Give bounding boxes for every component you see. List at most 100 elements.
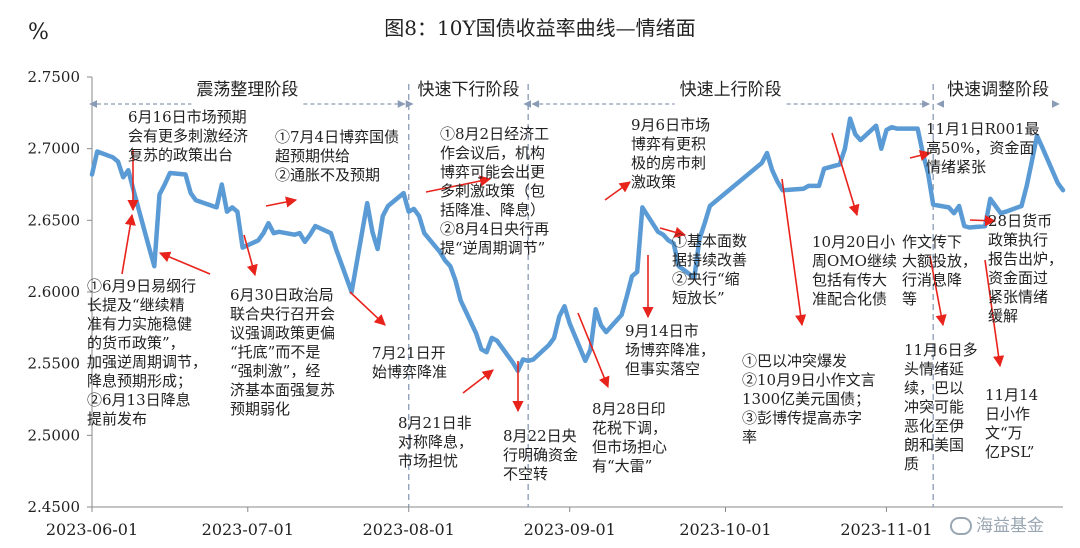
annotation-a13: 9月14日市 场博弈降准， 但事实落空 [625,322,715,379]
y-tick-label: 2.6500 [28,211,81,229]
annotation-line: 9月6日市场 [631,116,711,134]
annotation-line: 等 [902,290,918,308]
annotation-a15: 10月20日小 周OMO继续 包括有传大 准配合化债 [812,233,897,309]
annotation-line: 情绪紧张 [926,158,987,176]
annotation-line: 短放长” [672,289,725,307]
annotation-line: ②通胀不及预期 [275,166,381,184]
phase-label: 快速下行阶段 [417,80,519,100]
annotation-a8: 7月21日开 始博弈降准 [372,344,447,382]
annotation-line: 有“大雷” [592,457,653,475]
chart-title: 图8：10Y国债收益率曲线—情绪面 [384,16,696,40]
y-tick-label: 2.6000 [28,283,81,301]
annotation-line: 议强调政策更偏 [230,324,336,342]
watermark: 海益基金 [950,511,1044,536]
annotation-a2: ①7月4日博弈国债 超预期供给 ②通胀不及预期 [275,128,399,185]
annotation-line: 率 [742,428,758,446]
y-tick-label: 2.5500 [28,355,81,373]
annotation-arrow [909,150,932,161]
annotation-line: 恶化至伊 [904,417,965,435]
arrow-layer [121,132,1005,413]
annotation-arrow [659,226,687,238]
annotation-line: 周OMO继续 [812,252,897,270]
annotation-a1: 6月16日市场预期 会有更多刺激经济 复苏的政策出台 [128,108,248,165]
annotation-arrow [349,291,386,326]
wechat-icon [950,517,972,535]
annotation-line: 不空转 [503,465,549,483]
annotation-arrow [462,369,494,394]
annotation-a11: 8月28日印 花税下调， 但市场担心 有“大雷” [592,400,667,476]
annotation-line: 的货币政策”， [87,334,185,352]
annotation-line: 质 [904,455,920,473]
annotation-line: ②10月9日小作文言 [742,371,876,389]
annotation-a14: ①巴以冲突爆发 ②10月9日小作文言 1300亿美元国债； ③彭博传提高赤字率 [742,352,876,447]
annotation-line: 作文传下 [902,233,963,251]
annotation-line: 文“万 [985,424,1023,442]
y-tick-label: 2.7000 [28,140,81,158]
annotation-line: 加强逆周期调节， [87,353,208,371]
annotation-a18: 28日货币 政策执行 报告出炉， 资金面过 紧张情绪 缓解 [988,212,1063,326]
annotation-line: 济基本面强复苏 [230,381,336,399]
phase-label: 快速调整阶段 [947,80,1049,100]
annotation-line: “强刺激”，经 [230,362,321,380]
annotation-arrow [929,255,947,327]
annotation-line: ①8月2日经济工 [440,125,550,143]
annotation-line: 提“逆周期调节” [440,239,546,257]
annotation-line: 9月14日市 [625,322,699,340]
x-tick-label: 2023-06-01 [46,520,138,539]
annotation-arrow [984,259,1005,368]
annotation-line: 提前发布 [87,410,148,428]
annotation-line: 政策执行 [988,231,1049,249]
annotation-a10: 8月22日央 行明确资金 不空转 [503,427,578,484]
annotation-a6: ①6月9日易纲行 长提及“继续精 准有力实施稳健 的货币政策”， 加强逆周期调节， 降息预… [87,277,207,429]
annotation-line: ①基本面数 [672,232,748,250]
annotation-line: “托底”而不是 [230,343,321,361]
annotation-line: 激政策 [631,173,677,191]
y-axis-unit: % [28,20,49,45]
annotation-line: 7月21日开 [372,344,446,362]
annotation-line: 始博弈降准 [372,363,448,381]
annotation-arrow [243,234,258,277]
annotation-line: 市场担忧 [398,452,459,470]
annotation-line: 据持续改善 [672,251,748,269]
annotation-a7: 6月30日政治局 联合央行召开会 议强调政策更偏 “托底”而不是 “强刺激”，经 济基本面… [230,286,335,419]
annotation-line: 高50%，资金面 [926,139,1035,157]
annotation-line: 大额投放， [902,252,978,270]
annotation-line: 续，巴以 [904,379,965,397]
annotation-line: 长提及“继续精 [87,296,185,314]
series-layer [89,116,1066,374]
annotation-line: 1300亿美元国债； [742,390,871,408]
annotation-line: 联合央行召开会 [230,305,336,323]
annotation-arrow [425,175,492,193]
annotation-line: 准有力实施稳健 [87,315,193,333]
annotation-line: 缓解 [988,307,1019,325]
annotation-line: 花税下调， [592,419,668,437]
annotation-line: 6月16日市场预期 [128,108,247,126]
annotation-line: 11月6日多 [904,341,978,359]
annotation-line: 预期弱化 [230,400,291,418]
phase-label: 震荡整理阶段 [196,80,298,100]
annotation-line: 8月22日央 [503,427,577,445]
annotation-line: 对称降息， [398,433,474,451]
annotation-line: 降息预期形成； [87,372,193,390]
annotation-line: 8月21日非 [398,414,472,432]
annotation-arrow [781,178,807,327]
annotation-line: ①巴以冲突爆发 [742,352,848,370]
annotation-a12: ①基本面数 据持续改善 ②央行“缩 短放长” [672,232,747,308]
annotation-line: ③彭博传提高赤字 [742,409,863,427]
axes: 2.4500 2.5000 2.5500 2.6000 2.6500 2.7000 2.75… [28,68,1063,539]
annotation-line: 括降准、降息） [440,201,546,219]
annotation-line: 10月20日小 [812,233,896,251]
annotation-arrow [604,181,631,201]
annotation-line: ②6月13日降息 [87,391,191,409]
annotation-a19: 11月14 日小作 文“万 亿PSL” [985,386,1038,462]
annotation-line: 头情绪延 [904,360,965,378]
annotation-line: ①6月9日易纲行 [87,277,197,295]
annotation-line: 资金面过 [988,269,1049,287]
x-tick-label: 2023-09-01 [524,520,616,539]
annotation-line: 冲突可能 [904,398,965,416]
annotation-arrow [121,213,136,275]
annotation-line: 准配合化债 [812,290,888,308]
annotation-a9: 8月21日非 对称降息， 市场担忧 [398,414,473,471]
x-tick-label: 2023-10-01 [679,520,771,539]
